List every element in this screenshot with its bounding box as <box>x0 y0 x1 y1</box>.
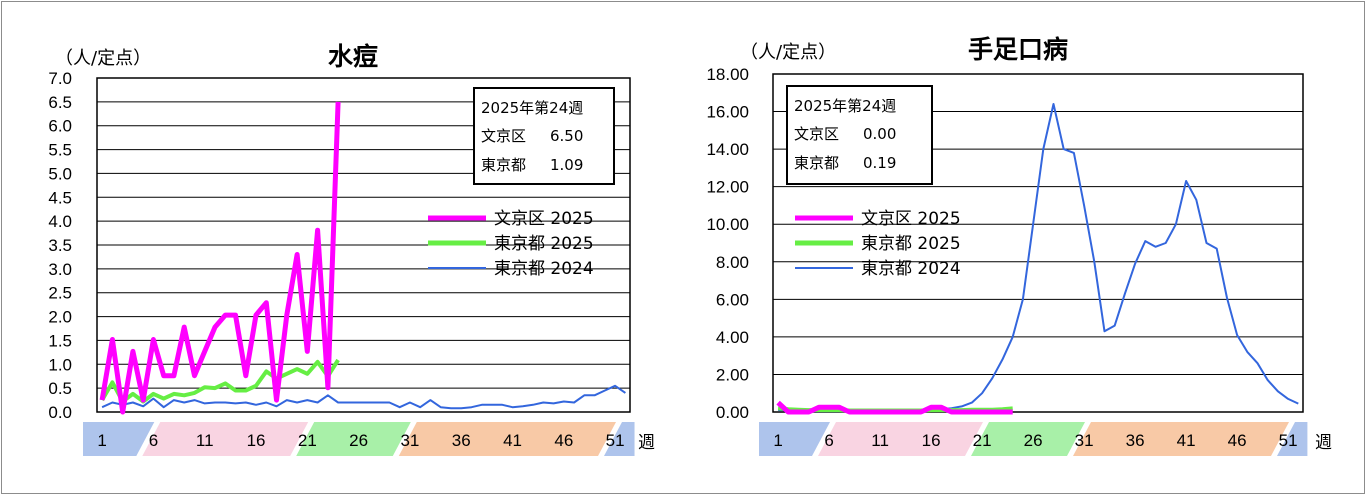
chart1-week-band <box>604 422 635 456</box>
chart2-info-box <box>786 85 933 185</box>
chart1-unit-label: （人/定点） <box>55 48 151 69</box>
chart2-legend-label: 東京都 2025 <box>861 234 961 254</box>
chart2-ytick-label: 16.00 <box>706 103 749 122</box>
chart2-legend-label: 文京区 2025 <box>861 209 961 229</box>
chart1-week-tick-label: 1 <box>97 431 106 450</box>
chart2-unit-label: （人/定点） <box>740 42 836 63</box>
chart1-info-tokyo-label: 東京都 <box>481 156 526 174</box>
chart1-week-tick-label: 41 <box>503 431 522 450</box>
chart1-series-line <box>99 101 341 415</box>
chart2-week-tick-label: 6 <box>824 431 833 450</box>
chart1-ytick-label: 3.5 <box>48 236 72 255</box>
chart1-week-tick-label: 11 <box>196 431 214 450</box>
chart2-week-tick-label: 1 <box>773 431 782 450</box>
chart2-legend-label: 東京都 2024 <box>861 259 961 279</box>
chart2-week-tick-label: 41 <box>1177 431 1196 450</box>
chart1-week-band <box>142 422 309 456</box>
chart2-ytick-label: 0.00 <box>716 403 749 422</box>
chart2-info-tokyo-label: 東京都 <box>794 154 839 172</box>
chart2-week-band <box>759 422 830 456</box>
chart2-info-week: 2025年第24週 <box>794 97 896 115</box>
chart2-ytick-label: 12.00 <box>706 178 749 197</box>
chart1-legend-label: 東京都 2025 <box>494 234 594 254</box>
chart1-ytick-label: 3.0 <box>48 260 72 279</box>
chart2-ytick-label: 2.00 <box>716 365 749 384</box>
chart2-ytick-label: 6.00 <box>716 290 749 309</box>
chart2-week-band <box>818 422 983 456</box>
chart2-week-tick-label: 21 <box>973 431 992 450</box>
chart1-week-tick-label: 26 <box>349 431 368 450</box>
chart2-title: 手足口病 <box>968 35 1068 64</box>
chart1-week-band <box>83 422 155 456</box>
chart1-ytick-label: 4.0 <box>48 212 72 231</box>
chart2-week-tick-label: 16 <box>922 431 941 450</box>
chart2-ytick-label: 4.00 <box>716 328 749 347</box>
chart1-ytick-label: 7.0 <box>48 69 72 88</box>
chart1-week-tick-label: 16 <box>247 431 266 450</box>
chart2-week-tick-label: 36 <box>1126 431 1145 450</box>
chart2-info-tokyo-value: 0.19 <box>863 154 896 172</box>
chart1-week-tick-label: 51 <box>606 431 625 450</box>
chart1-week-tick-label: 36 <box>452 431 471 450</box>
chart2-week-band <box>1277 422 1308 456</box>
chart1-ytick-label: 4.5 <box>48 188 72 207</box>
chart1-week-tick-label: 46 <box>554 431 573 450</box>
chart1-ytick-label: 5.5 <box>48 141 72 160</box>
chart1-ytick-label: 2.5 <box>48 284 72 303</box>
chart2-week-tick-label: 11 <box>871 431 889 450</box>
chart2-week-tick-label: 46 <box>1228 431 1247 450</box>
chart2-ytick-label: 14.00 <box>706 140 749 159</box>
chart1-legend-label: 東京都 2024 <box>494 259 594 279</box>
chart2-info-area-label: 文京区 <box>794 125 839 143</box>
chart2-info-area-value: 0.00 <box>863 125 896 143</box>
chart2-ytick-label: 8.00 <box>716 253 749 272</box>
chart1-title: 水痘 <box>328 42 378 71</box>
chart1-info-area-label: 文京区 <box>481 127 526 145</box>
chart2-week-axis-label: 週 <box>1315 433 1332 452</box>
chart1-info-week: 2025年第24週 <box>481 99 583 117</box>
chart1-week-tick-label: 6 <box>149 431 158 450</box>
chart1-legend-label: 文京区 2025 <box>494 209 594 229</box>
chart1-ytick-label: 6.5 <box>48 93 72 112</box>
chart1-info-box <box>473 87 615 185</box>
chart1-ytick-label: 1.5 <box>48 331 72 350</box>
chart2-ytick-label: 10.00 <box>706 215 749 234</box>
chart1-ytick-label: 2.0 <box>48 308 72 327</box>
chart1-ytick-label: 0.5 <box>48 379 72 398</box>
chart1-week-band <box>296 422 411 456</box>
chart2-week-tick-label: 26 <box>1024 431 1043 450</box>
chart1-ytick-label: 0.0 <box>48 403 72 422</box>
chart1-ytick-label: 1.0 <box>48 355 72 374</box>
chart2-week-tick-label: 31 <box>1075 431 1094 450</box>
chart1-info-area-value: 6.50 <box>550 127 583 145</box>
chart1-ytick-label: 5.0 <box>48 164 72 183</box>
chart2-week-tick-label: 51 <box>1279 431 1298 450</box>
chart2-series-line <box>776 400 1013 415</box>
chart1-week-band <box>398 422 616 456</box>
chart2-week-band <box>1073 422 1289 456</box>
chart1-week-axis-label: 週 <box>638 433 655 452</box>
chart1-ytick-label: 6.0 <box>48 117 72 136</box>
chart1-week-tick-label: 21 <box>298 431 317 450</box>
chart2-ytick-label: 18.00 <box>706 65 749 84</box>
chart2-week-band <box>971 422 1085 456</box>
chart1-week-tick-label: 31 <box>400 431 419 450</box>
chart1-series-line <box>101 384 626 410</box>
chart1-info-tokyo-value: 1.09 <box>550 156 583 174</box>
